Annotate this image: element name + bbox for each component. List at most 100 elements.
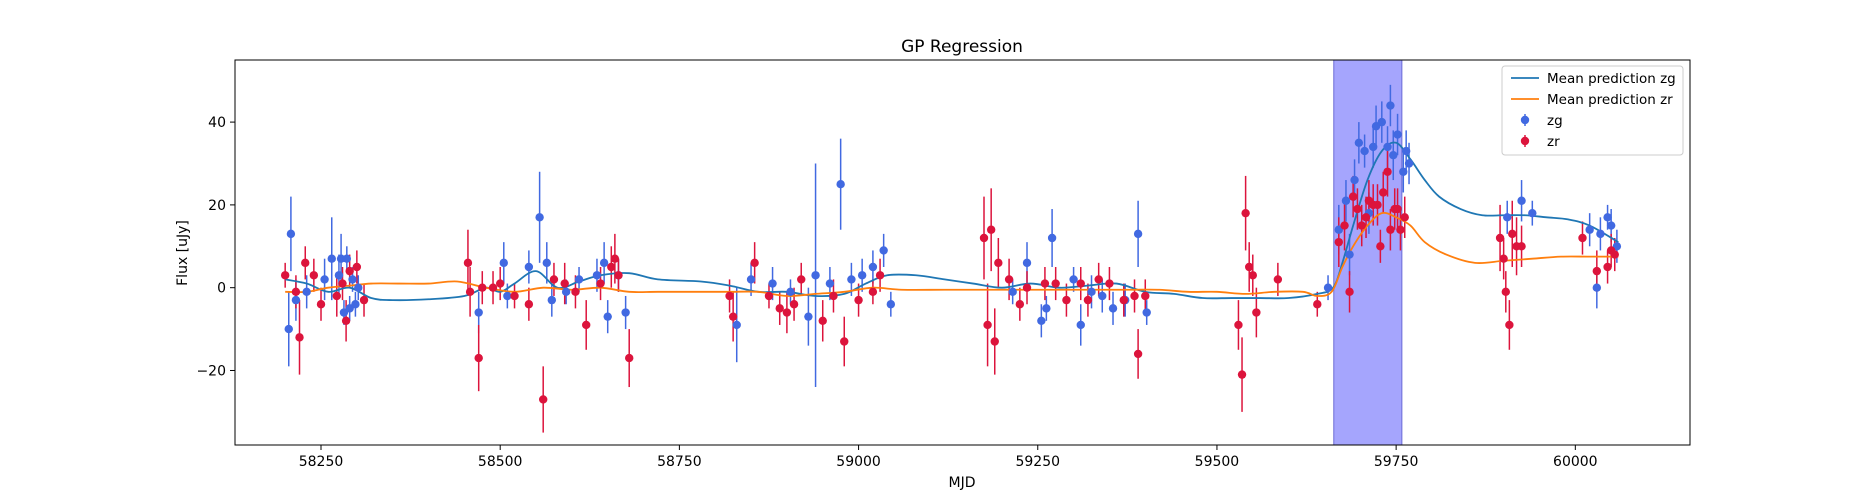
y-tick-label: −20 [196, 363, 226, 379]
zg-data-point [1008, 287, 1017, 297]
zr-data-point [725, 291, 734, 301]
zr-data-point [990, 337, 999, 346]
zg-data-point [746, 275, 756, 284]
y-tick-label: 40 [208, 115, 226, 131]
zg-data-point [474, 308, 483, 317]
zr-data-point [1133, 349, 1143, 359]
plot-frame [234, 59, 1691, 446]
zr-data-point [818, 316, 827, 326]
zg-data-point [1360, 146, 1369, 156]
zg-data-point [847, 275, 856, 284]
zr-data-point [764, 291, 774, 301]
zg-data-point [342, 254, 352, 263]
zr-data-point [571, 287, 580, 297]
zg-data-point [1517, 196, 1526, 205]
zr-data-point [1130, 291, 1139, 301]
zr-data-point [316, 300, 326, 309]
zg-data-point [825, 279, 835, 288]
zg-data-point [291, 295, 301, 305]
zg-data-point [599, 258, 609, 268]
zg-data-point [868, 262, 878, 272]
zg-data-point [1592, 283, 1602, 292]
zg-data-point [1323, 283, 1333, 292]
x-tick-label: 59250 [1015, 454, 1060, 470]
zg-data-point [1022, 258, 1032, 268]
zg-data-point [1142, 308, 1151, 317]
zr-data-point [983, 320, 992, 330]
zg-data-point [1606, 221, 1616, 230]
zr-data-point [1244, 262, 1254, 272]
zr-data-point [1076, 279, 1085, 288]
zr-data-point [1505, 320, 1514, 330]
zr-data-point [1361, 213, 1371, 222]
zr-data-point [1313, 300, 1322, 309]
zr-data-point [1334, 237, 1343, 247]
zr-data-point [775, 304, 784, 313]
zr-data-point [488, 283, 498, 292]
zg-data-point [286, 229, 296, 239]
zg-data-point [1354, 138, 1364, 147]
zg-data-point [1047, 233, 1057, 243]
zr-data-point [1592, 266, 1602, 276]
zg-data-point [1386, 101, 1395, 110]
legend-label-mean-prediction-zg: Mean prediction zg [1547, 71, 1676, 87]
zr-data-point [510, 291, 519, 301]
zg-data-point [1087, 287, 1096, 297]
x-tick-label: 58750 [657, 454, 702, 470]
legend-label-mean-prediction-zr: Mean prediction zr [1547, 92, 1673, 108]
x-tick-label: 58250 [299, 454, 344, 470]
x-tick-label: 59500 [1195, 454, 1240, 470]
legend-box [1501, 65, 1684, 156]
chart-title: GP Regression [901, 37, 1023, 57]
zr-data-point [582, 320, 591, 330]
zr-data-point [332, 291, 341, 301]
zg-data-point [732, 320, 741, 330]
zg-data-point [1603, 213, 1612, 222]
zg-data-point [1393, 130, 1402, 139]
zr-data-point [1501, 287, 1510, 297]
x-tick-label: 58500 [478, 454, 523, 470]
zg-data-point [621, 308, 630, 317]
zg-data-point [354, 283, 363, 292]
zg-data-point [351, 300, 360, 309]
zg-data-point [1585, 225, 1594, 234]
zr-data-point [1373, 200, 1382, 210]
mean-prediction-layer [285, 141, 1619, 302]
legend: Mean prediction zg Mean prediction zr zg zr [1501, 65, 1684, 156]
zr-data-point [1252, 308, 1261, 317]
zr-data-point [301, 258, 310, 268]
zg-data-point [1528, 208, 1537, 218]
zr-data-point [495, 279, 505, 288]
zg-data-point [542, 258, 551, 268]
x-tick-label: 59000 [836, 454, 881, 470]
zr-data-point [352, 262, 362, 272]
zg-data-point [535, 213, 544, 222]
zr-data-point [309, 271, 319, 280]
zr-data-point [1396, 225, 1405, 234]
legend-label-zr: zr [1547, 134, 1560, 150]
zr-data-point [875, 271, 885, 280]
zr-data-point [1119, 295, 1128, 305]
zr-data-point [1051, 279, 1060, 288]
zg-data-point [886, 300, 896, 309]
zr-data-point [1400, 213, 1409, 222]
zr-data-point [994, 258, 1003, 268]
zr-data-point [345, 266, 354, 276]
zr-data-point [728, 312, 738, 321]
highlight-band-layer [1333, 59, 1403, 446]
x-axis-label: MJD [949, 475, 976, 491]
zg-data-point [1042, 304, 1051, 313]
zg-data-point [1503, 213, 1512, 222]
zr-data-point [338, 279, 347, 288]
zg-data-point [1399, 167, 1408, 176]
zr-data-point [465, 287, 475, 297]
zg-data-point [1069, 275, 1078, 284]
zr-data-point [539, 395, 548, 404]
zr-data-point [1495, 233, 1505, 243]
zr-data-point [1022, 283, 1032, 292]
zr-data-point [1393, 204, 1402, 214]
zg-data-point [1383, 142, 1392, 152]
zg-data-point [1345, 250, 1354, 259]
zg-data-point [574, 275, 584, 284]
